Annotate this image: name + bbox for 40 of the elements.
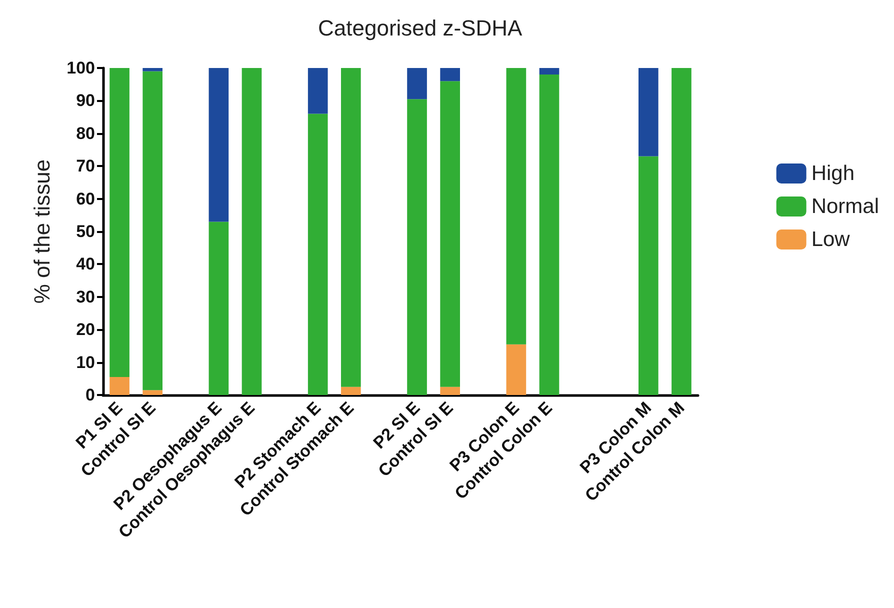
bar — [407, 68, 427, 100]
y-tick-label: 30 — [76, 287, 95, 306]
bar — [341, 386, 361, 395]
bar — [142, 68, 162, 72]
y-tick-label: 10 — [76, 352, 95, 372]
bar — [506, 344, 526, 395]
bar — [506, 68, 526, 344]
bar — [672, 68, 692, 395]
bar — [638, 68, 658, 156]
bar — [110, 68, 130, 378]
bar — [440, 68, 460, 82]
y-tick-label: 0 — [86, 386, 95, 404]
y-tick-label: 100 — [66, 58, 95, 78]
bar — [208, 222, 229, 395]
bar — [638, 156, 658, 395]
bar — [539, 74, 560, 395]
bar — [142, 71, 162, 390]
legend-label: Normal — [811, 195, 880, 218]
y-tick-label: 80 — [76, 124, 95, 143]
bar — [308, 114, 328, 395]
y-tick-label: 40 — [76, 254, 95, 274]
bar — [440, 81, 460, 387]
bar — [142, 390, 162, 395]
y-tick-label: 20 — [76, 320, 95, 340]
bar — [110, 377, 130, 395]
legend-label: High — [811, 162, 855, 185]
bar — [341, 68, 361, 387]
y-tick-label: 90 — [76, 91, 95, 110]
y-tick-label: 50 — [76, 222, 95, 241]
legend-label: Low — [811, 228, 851, 251]
y-axis-title: % of the tissue — [30, 159, 54, 304]
chart-title: Categorised z-SDHA — [318, 16, 523, 40]
y-tick-label: 60 — [76, 189, 95, 208]
y-tick-label: 70 — [76, 156, 95, 176]
bar — [440, 386, 460, 395]
bar — [242, 68, 262, 395]
bar — [407, 99, 427, 395]
bar — [208, 68, 229, 222]
bar — [308, 68, 328, 114]
bar — [539, 68, 560, 75]
